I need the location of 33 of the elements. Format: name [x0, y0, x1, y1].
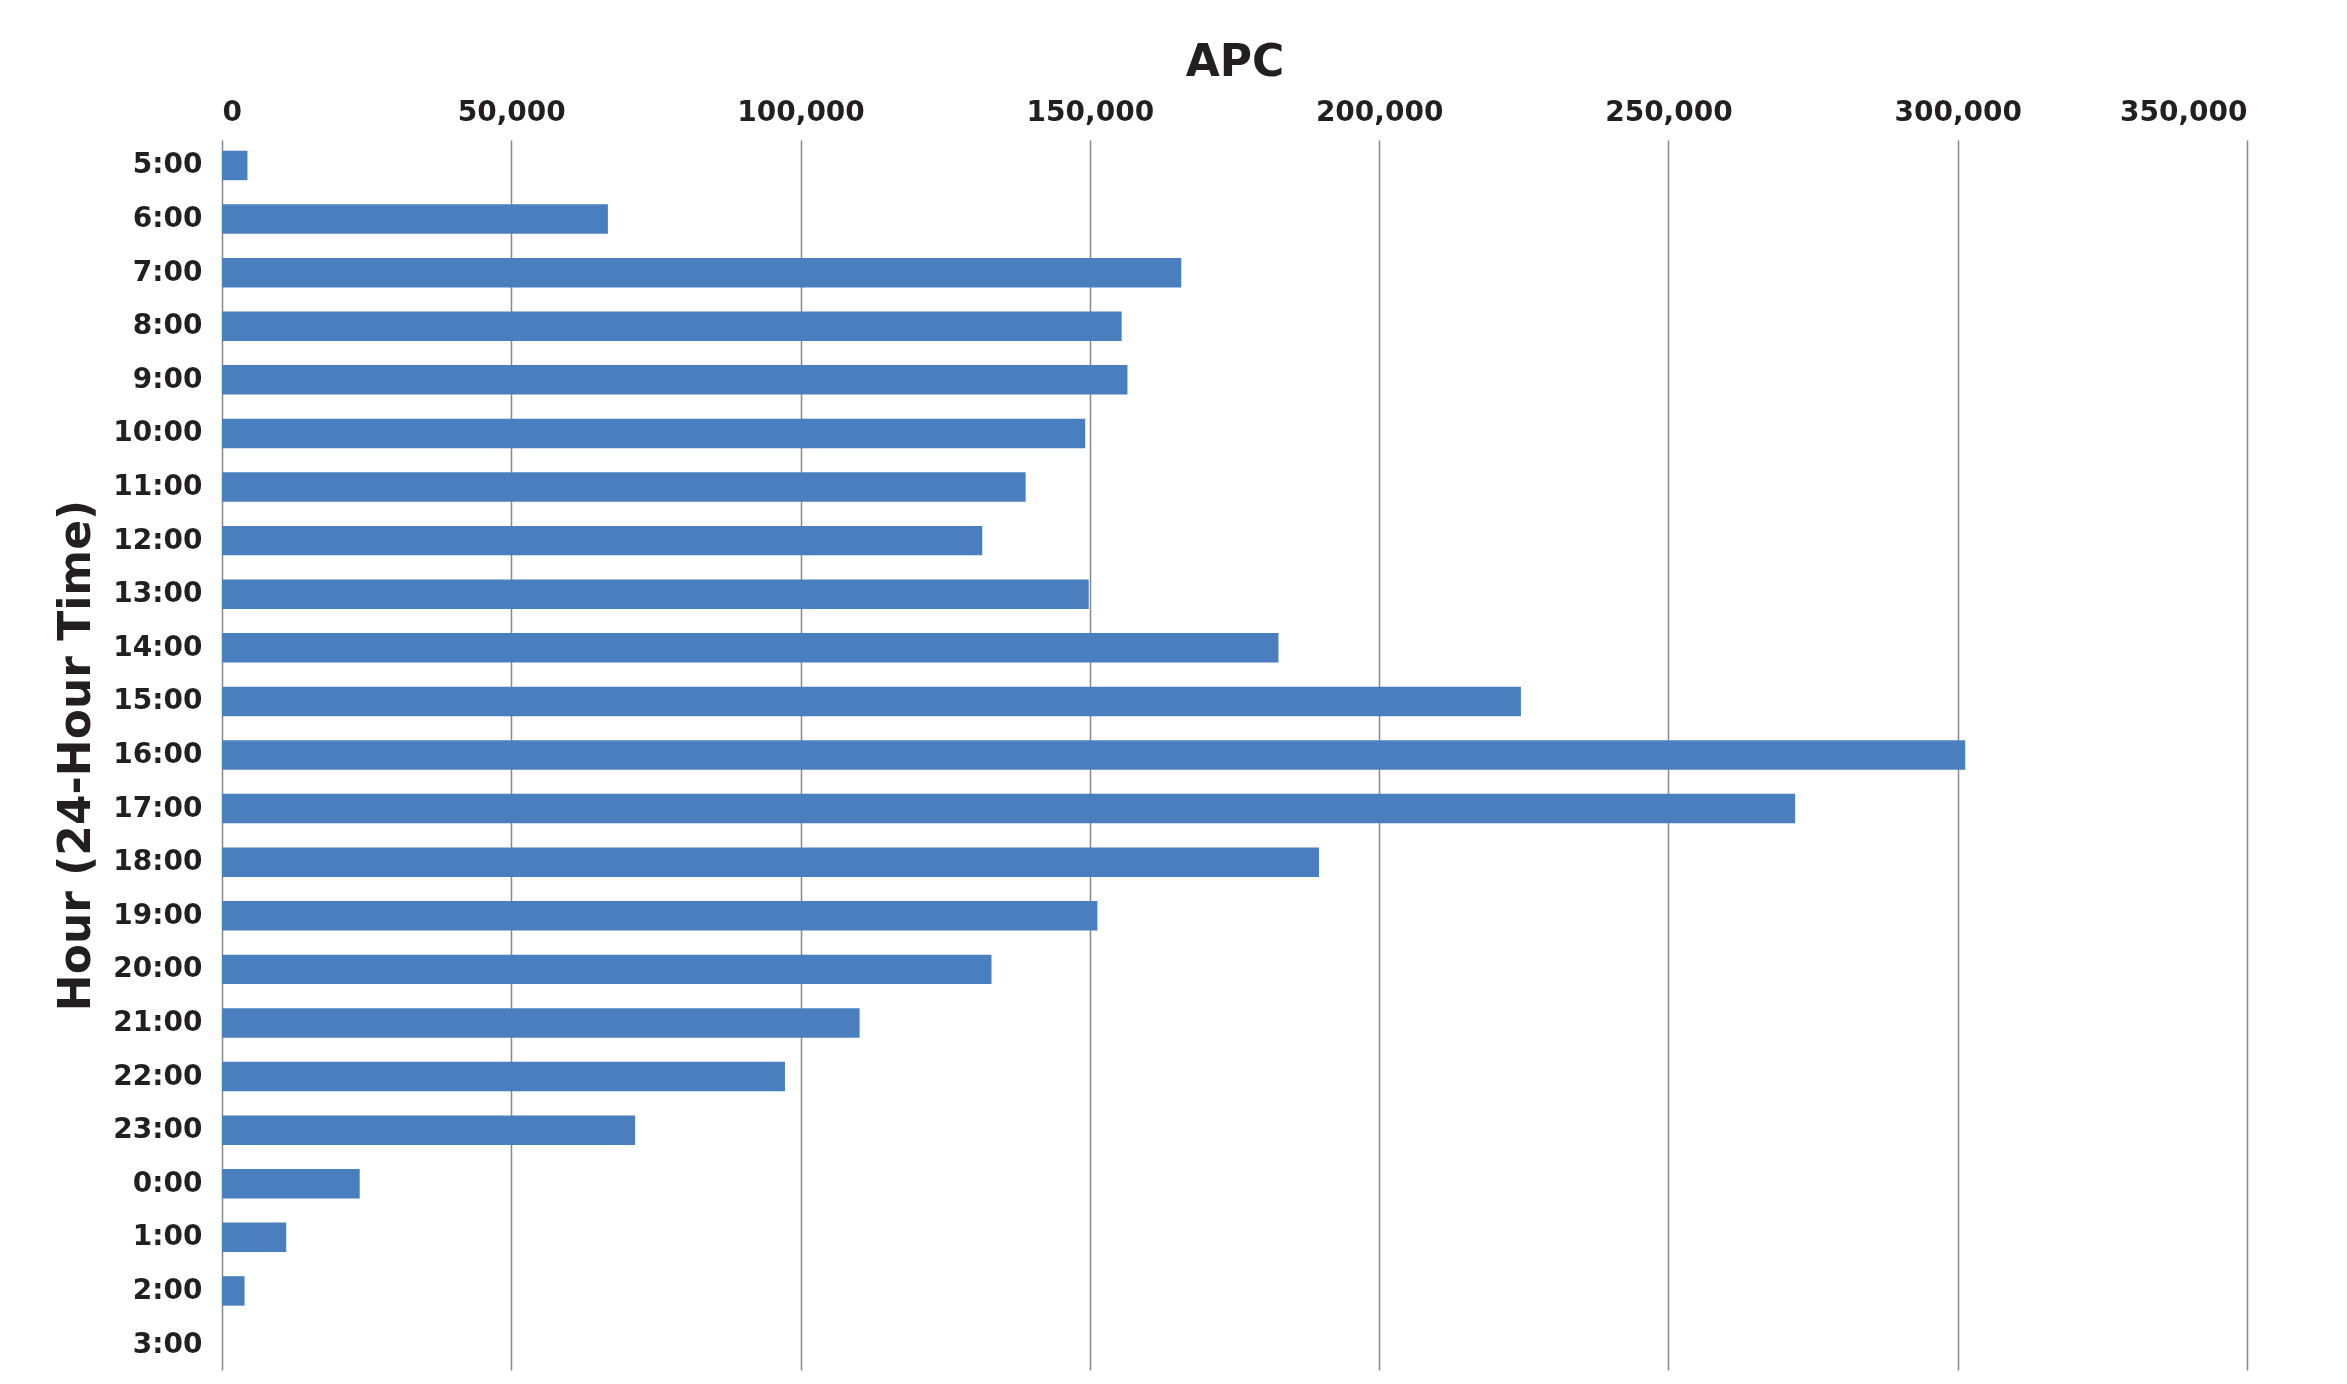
y-tick-label: 2:00	[132, 1272, 203, 1306]
y-tick-label: 15:00	[113, 683, 203, 717]
y-tick-label: 20:00	[113, 951, 203, 985]
x-tick-label: 0	[222, 94, 242, 128]
y-tick-label: 6:00	[132, 201, 203, 235]
y-tick-label: 10:00	[113, 415, 203, 449]
y-tick-label: 12:00	[113, 522, 203, 556]
x-axis-title: APC	[1185, 34, 1285, 86]
x-tick-label: 250,000	[1605, 94, 1733, 128]
y-tick-label: 8:00	[132, 308, 203, 342]
x-tick-label: 300,000	[1894, 94, 2022, 128]
x-tick-label: 100,000	[737, 94, 865, 128]
y-tick-label: 5:00	[132, 147, 203, 181]
y-tick-label: 0:00	[132, 1165, 203, 1199]
y-axis-title: Hour (24-Hour Time)	[49, 499, 101, 1012]
y-tick-label: 22:00	[113, 1058, 203, 1092]
y-tick-label: 14:00	[113, 629, 203, 663]
y-tick-label: 7:00	[132, 254, 203, 288]
y-tick-label: 23:00	[113, 1112, 203, 1146]
y-tick-label: 17:00	[113, 790, 203, 824]
y-tick-label: 19:00	[113, 897, 203, 931]
y-tick-label: 21:00	[113, 1004, 203, 1038]
y-tick-label: 1:00	[132, 1219, 203, 1253]
y-tick-label: 11:00	[113, 469, 203, 503]
x-tick-label: 150,000	[1026, 94, 1155, 128]
y-tick-label: 16:00	[113, 737, 203, 770]
y-tick-label: 13:00	[113, 576, 203, 610]
y-tick-label: 9:00	[132, 361, 203, 395]
y-tick-label: 3:00	[132, 1326, 203, 1360]
y-tick-label: 18:00	[113, 844, 203, 878]
x-tick-label: 200,000	[1315, 94, 1444, 128]
x-tick-label: 350,000	[2119, 94, 2248, 128]
x-tick-label: 50,000	[457, 94, 566, 128]
